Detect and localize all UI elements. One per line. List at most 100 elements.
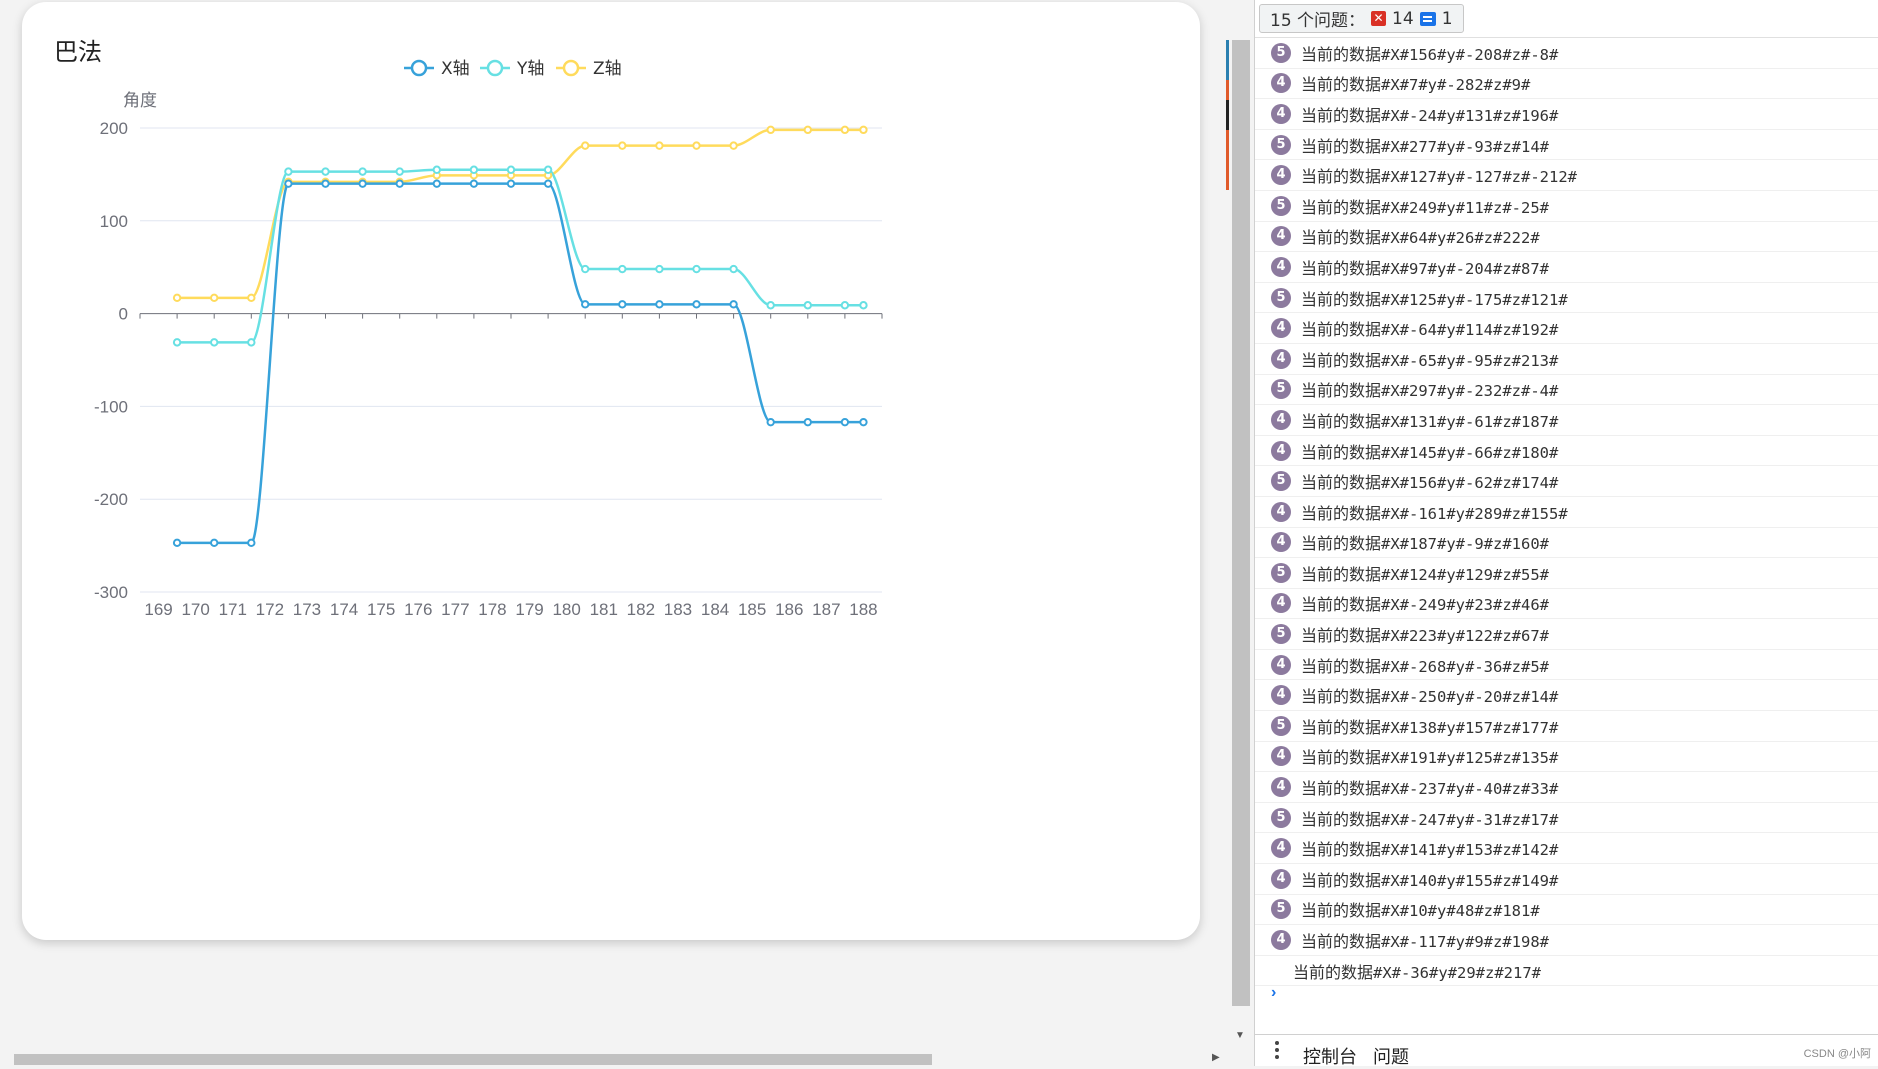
data-point [395,179,404,188]
chart-title: 巴法 [54,38,102,66]
repeat-count-badge: 4 [1271,165,1291,186]
log-data: #X#191#y#125#z#135# [1381,749,1559,768]
log-message: 当前的数据#X#124#y#129#z#55# [1301,561,1549,585]
log-row: 5 当前的数据#X#138#y#157#z#177# [1255,711,1878,742]
log-data: #X#249#y#11#z#-25# [1381,198,1549,217]
data-point [692,264,701,274]
log-data: #X#-268#y#-36#z#5# [1381,657,1549,676]
series-line-0 [177,182,864,545]
log-label: 当前的数据 [1301,473,1382,493]
repeat-count-badge: 5 [1271,195,1291,216]
x-tick-label: 181 [590,600,618,619]
more-options-icon[interactable] [1275,1041,1279,1061]
data-point [859,301,868,310]
log-message: 当前的数据#X#-250#y#-20#z#14# [1301,683,1558,707]
log-message: 当前的数据#X#140#y#155#z#149# [1301,867,1558,891]
data-point [543,179,553,188]
issues-button[interactable]: 15 个问题： ✕ 14 1 [1259,4,1464,33]
log-label: 当前的数据 [1301,75,1382,95]
log-row: 4 当前的数据#X#-237#y#-40#z#33# [1255,772,1878,803]
data-point [432,165,441,174]
x-tick-label: 172 [256,600,284,619]
log-label: 当前的数据 [1301,564,1382,584]
y-tick-label: -100 [94,397,128,416]
log-message: 当前的数据#X#-161#y#289#z#155# [1301,500,1568,524]
log-label: 当前的数据 [1301,44,1382,64]
log-message: 当前的数据#X#138#y#157#z#177# [1301,714,1558,738]
log-label: 当前的数据 [1301,870,1382,890]
repeat-count-badge: 4 [1271,256,1291,277]
horizontal-scrollbar-thumb[interactable] [14,1054,932,1065]
data-point [172,338,182,347]
log-row: 4 当前的数据#X#191#y#125#z#135# [1255,742,1878,773]
log-row: 5 当前的数据#X#297#y#-232#z#-4# [1255,375,1878,406]
log-data: #X#140#y#155#z#149# [1381,871,1559,890]
log-data: #X#127#y#-127#z#-212# [1381,168,1577,187]
data-point [469,165,479,174]
browser-viewport: 巴法 200 100 0 -100 -200 -300 169 170 171 172 173 174… [0,0,1252,1066]
repeat-count-badge: 4 [1271,868,1291,889]
repeat-count-badge: 4 [1271,226,1291,247]
log-row: 5 当前的数据#X#223#y#122#z#67# [1255,619,1878,650]
data-point [581,264,590,274]
data-point [321,179,330,188]
x-tick-label: 188 [849,600,877,619]
y-tick-label: 0 [119,305,128,324]
repeat-count-badge: 4 [1271,746,1291,767]
legend-marker [562,59,580,77]
log-row: 4 当前的数据#X#-161#y#289#z#155# [1255,497,1878,528]
data-point [840,301,850,310]
data-point [358,179,367,188]
data-point [655,141,664,150]
log-label: 当前的数据 [1301,411,1382,431]
vertical-scrollbar-thumb[interactable] [1232,40,1250,1006]
log-data: #X#10#y#48#z#181# [1381,902,1540,921]
data-point [692,141,701,150]
data-point [729,264,738,274]
data-point [172,293,182,303]
data-point [506,165,516,174]
series-line-1 [177,168,864,344]
y-tick-label: -200 [94,490,128,509]
console-prompt-icon[interactable]: › [1271,984,1277,1001]
legend-marker [410,59,428,77]
scroll-down-arrow-icon[interactable]: ▼ [1235,1030,1245,1041]
log-label: 当前的数据 [1301,503,1382,523]
log-message: 当前的数据#X#156#y#-62#z#174# [1301,469,1558,493]
repeat-count-badge: 4 [1271,103,1291,124]
log-label: 当前的数据 [1301,197,1382,217]
log-data: #X#125#y#-175#z#121# [1381,290,1568,309]
data-point [766,417,775,427]
log-message: 当前的数据#X#10#y#48#z#181# [1301,897,1540,921]
log-label: 当前的数据 [1301,289,1382,309]
log-message: 当前的数据#X#7#y#-282#z#9# [1301,71,1530,95]
console-log: 5 当前的数据#X#156#y#-208#z#-8# 4 当前的数据#X#7#y#-2… [1255,38,1878,987]
tab-issues[interactable]: 问题 [1373,1047,1409,1068]
scroll-right-arrow-icon[interactable]: ▶ [1212,1052,1220,1063]
repeat-count-badge: 5 [1271,379,1291,400]
log-data: #X#-247#y#-31#z#17# [1381,810,1559,829]
x-tick-label: 179 [515,600,543,619]
log-row: 5 当前的数据#X#156#y#-62#z#174# [1255,466,1878,497]
log-message: 当前的数据#X#297#y#-232#z#-4# [1301,377,1558,401]
log-row: 5 当前的数据#X#124#y#129#z#55# [1255,558,1878,589]
data-point [247,338,256,347]
data-point [469,179,479,188]
repeat-count-badge: 4 [1271,654,1291,675]
log-message: 当前的数据#X#-247#y#-31#z#17# [1301,806,1558,830]
watermark: CSDN @小阿 [1803,1048,1871,1060]
log-data: #X#124#y#129#z#55# [1381,565,1549,584]
log-row: 4 当前的数据#X#127#y#-127#z#-212# [1255,160,1878,191]
log-data: #X#-36#y#29#z#217# [1373,963,1541,982]
log-data: #X#7#y#-282#z#9# [1381,76,1531,95]
tab-console[interactable]: 控制台 [1303,1047,1357,1068]
log-label: 当前的数据 [1301,809,1382,829]
x-tick-label: 183 [664,600,692,619]
repeat-count-badge: 4 [1271,318,1291,339]
log-label: 当前的数据 [1301,717,1382,737]
horizontal-scrollbar[interactable]: ▶ [0,1052,1230,1066]
data-point [859,417,868,427]
log-row: 5 当前的数据#X#249#y#11#z#-25# [1255,191,1878,222]
data-point [247,538,256,548]
vertical-scrollbar[interactable]: ▼ [1230,0,1252,1041]
